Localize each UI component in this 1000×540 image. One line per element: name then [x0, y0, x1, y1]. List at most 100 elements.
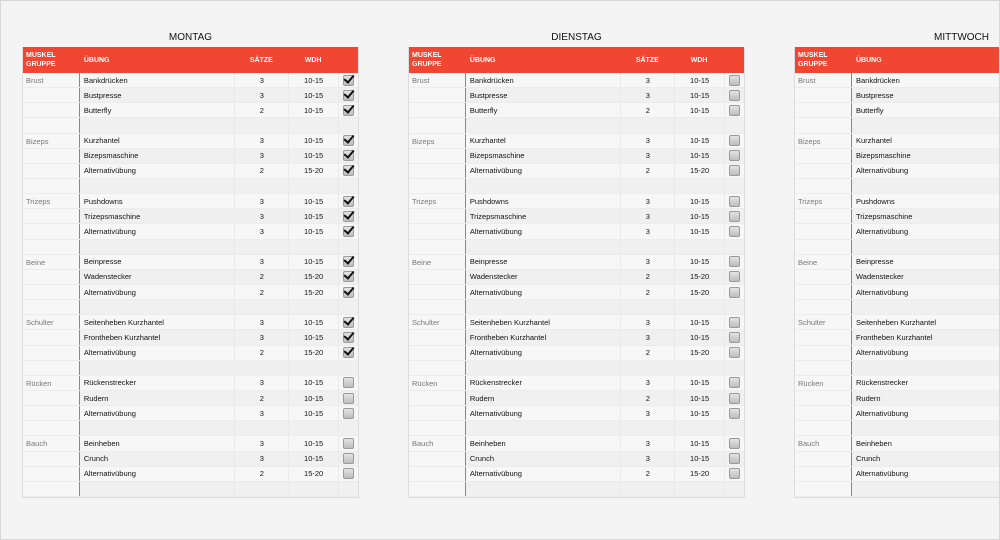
- empty-cell: [852, 360, 999, 375]
- exercise-name: Rückenstrecker: [83, 378, 136, 388]
- done-checkbox[interactable]: [343, 392, 355, 404]
- spacer-row: [409, 481, 744, 497]
- done-checkbox[interactable]: [343, 407, 355, 419]
- group-cell: [409, 163, 466, 178]
- done-checkbox[interactable]: [343, 347, 355, 359]
- done-checkbox[interactable]: [343, 210, 355, 222]
- done-checkbox[interactable]: [343, 377, 355, 389]
- empty-cell: [234, 239, 289, 254]
- empty-cell: [338, 300, 358, 315]
- done-checkbox[interactable]: [343, 468, 355, 480]
- done-checkbox[interactable]: [729, 392, 741, 404]
- empty-cell: [234, 481, 289, 496]
- table-row: Alternativübung 2 15-20: [23, 466, 358, 482]
- done-checkbox[interactable]: [343, 135, 355, 147]
- done-checkbox[interactable]: [343, 150, 355, 162]
- group-cell: [23, 118, 80, 133]
- done-checkbox[interactable]: [343, 165, 355, 177]
- empty-cell: [79, 118, 235, 133]
- done-checkbox[interactable]: [729, 150, 741, 162]
- muscle-group: Schulter: [795, 315, 852, 330]
- reps-value: 10-15: [674, 103, 724, 118]
- done-checkbox[interactable]: [729, 104, 741, 116]
- reps-value: 10-15: [288, 148, 339, 163]
- done-checkbox[interactable]: [729, 195, 741, 207]
- table-header: MUSKEL GRUPPE ÜBUNG SÄTZE WDH: [409, 47, 744, 73]
- done-checkbox[interactable]: [729, 256, 741, 268]
- sets-value: 3: [620, 406, 674, 421]
- empty-cell: [234, 421, 289, 436]
- done-checkbox[interactable]: [343, 331, 355, 343]
- group-cell: [795, 103, 852, 118]
- done-checkbox[interactable]: [729, 377, 741, 389]
- spacer-row: [795, 118, 999, 134]
- reps-value: 15-20: [674, 466, 724, 481]
- exercise-name: Bizepsmaschine: [852, 148, 999, 163]
- check-cell: [724, 163, 744, 178]
- exercise-name: Seitenheben Kurzhantel: [856, 317, 937, 327]
- done-checkbox[interactable]: [729, 468, 741, 480]
- sets-value: 2: [620, 390, 675, 406]
- done-checkbox[interactable]: [343, 316, 355, 328]
- done-checkbox[interactable]: [729, 407, 741, 419]
- done-checkbox[interactable]: [729, 286, 741, 298]
- done-checkbox[interactable]: [729, 331, 741, 343]
- done-checkbox[interactable]: [729, 453, 741, 465]
- done-checkbox[interactable]: [343, 256, 355, 268]
- done-checkbox[interactable]: [343, 104, 355, 116]
- group-cell: [409, 118, 466, 133]
- group-cell: [795, 239, 852, 254]
- done-checkbox[interactable]: [729, 347, 741, 359]
- done-checkbox[interactable]: [343, 195, 355, 207]
- done-checkbox[interactable]: [729, 271, 741, 283]
- exercise-name: Pushdowns: [83, 196, 123, 206]
- exercise-name: Trizepsmaschine: [79, 209, 235, 224]
- muscle-group: Bauch: [795, 436, 852, 451]
- spacer-row: [795, 178, 999, 195]
- done-checkbox[interactable]: [343, 437, 355, 449]
- header-reps: WDH: [304, 56, 322, 64]
- done-checkbox[interactable]: [343, 74, 355, 86]
- done-checkbox[interactable]: [729, 135, 741, 147]
- header-exercise: ÜBUNG: [856, 56, 882, 64]
- done-checkbox[interactable]: [343, 271, 355, 283]
- day-title: DIENSTAG: [551, 32, 602, 43]
- done-checkbox[interactable]: [729, 316, 741, 328]
- done-checkbox[interactable]: [343, 286, 355, 298]
- table-row: Alternativübung: [795, 163, 999, 179]
- done-checkbox[interactable]: [729, 225, 741, 237]
- reps-value: 15-20: [674, 345, 724, 360]
- done-checkbox[interactable]: [729, 210, 741, 222]
- group-cell: [23, 451, 80, 466]
- done-checkbox[interactable]: [343, 225, 355, 237]
- spacer-row: [23, 239, 358, 255]
- table-header: MUSKEL GRUPPE ÜBUNG: [795, 47, 999, 73]
- done-checkbox[interactable]: [729, 74, 741, 86]
- done-checkbox[interactable]: [343, 89, 355, 101]
- day-dienstag: DIENSTAG MUSKEL GRUPPE ÜBUNG SÄTZE WDH Brust B…: [408, 28, 745, 498]
- empty-cell: [288, 360, 339, 375]
- reps-value: 10-15: [674, 148, 725, 163]
- exercise-name: Beinpresse: [83, 257, 122, 267]
- sets-value: 3: [620, 88, 675, 103]
- table-row: Rücken Rückenstrecker: [795, 375, 999, 391]
- empty-cell: [79, 421, 235, 436]
- check-cell: [338, 390, 358, 406]
- exercise-name: Wadenstecker: [79, 269, 235, 284]
- empty-cell: [620, 300, 675, 315]
- reps-value: 10-15: [288, 73, 338, 88]
- done-checkbox[interactable]: [729, 89, 741, 101]
- done-checkbox[interactable]: [343, 453, 355, 465]
- group-cell: [23, 390, 80, 406]
- done-checkbox[interactable]: [729, 165, 741, 177]
- table-row: Alternativübung: [795, 466, 999, 482]
- check-cell: [338, 466, 358, 481]
- exercise-name: Alternativübung: [856, 166, 909, 176]
- group-cell: [23, 360, 80, 375]
- group-cell: [795, 466, 852, 481]
- check-cell: [338, 345, 358, 360]
- exercise-name: Rückenstrecker: [469, 378, 522, 388]
- check-cell: [724, 269, 744, 284]
- exercise-name: Trizepsmaschine: [852, 209, 999, 224]
- done-checkbox[interactable]: [729, 437, 741, 449]
